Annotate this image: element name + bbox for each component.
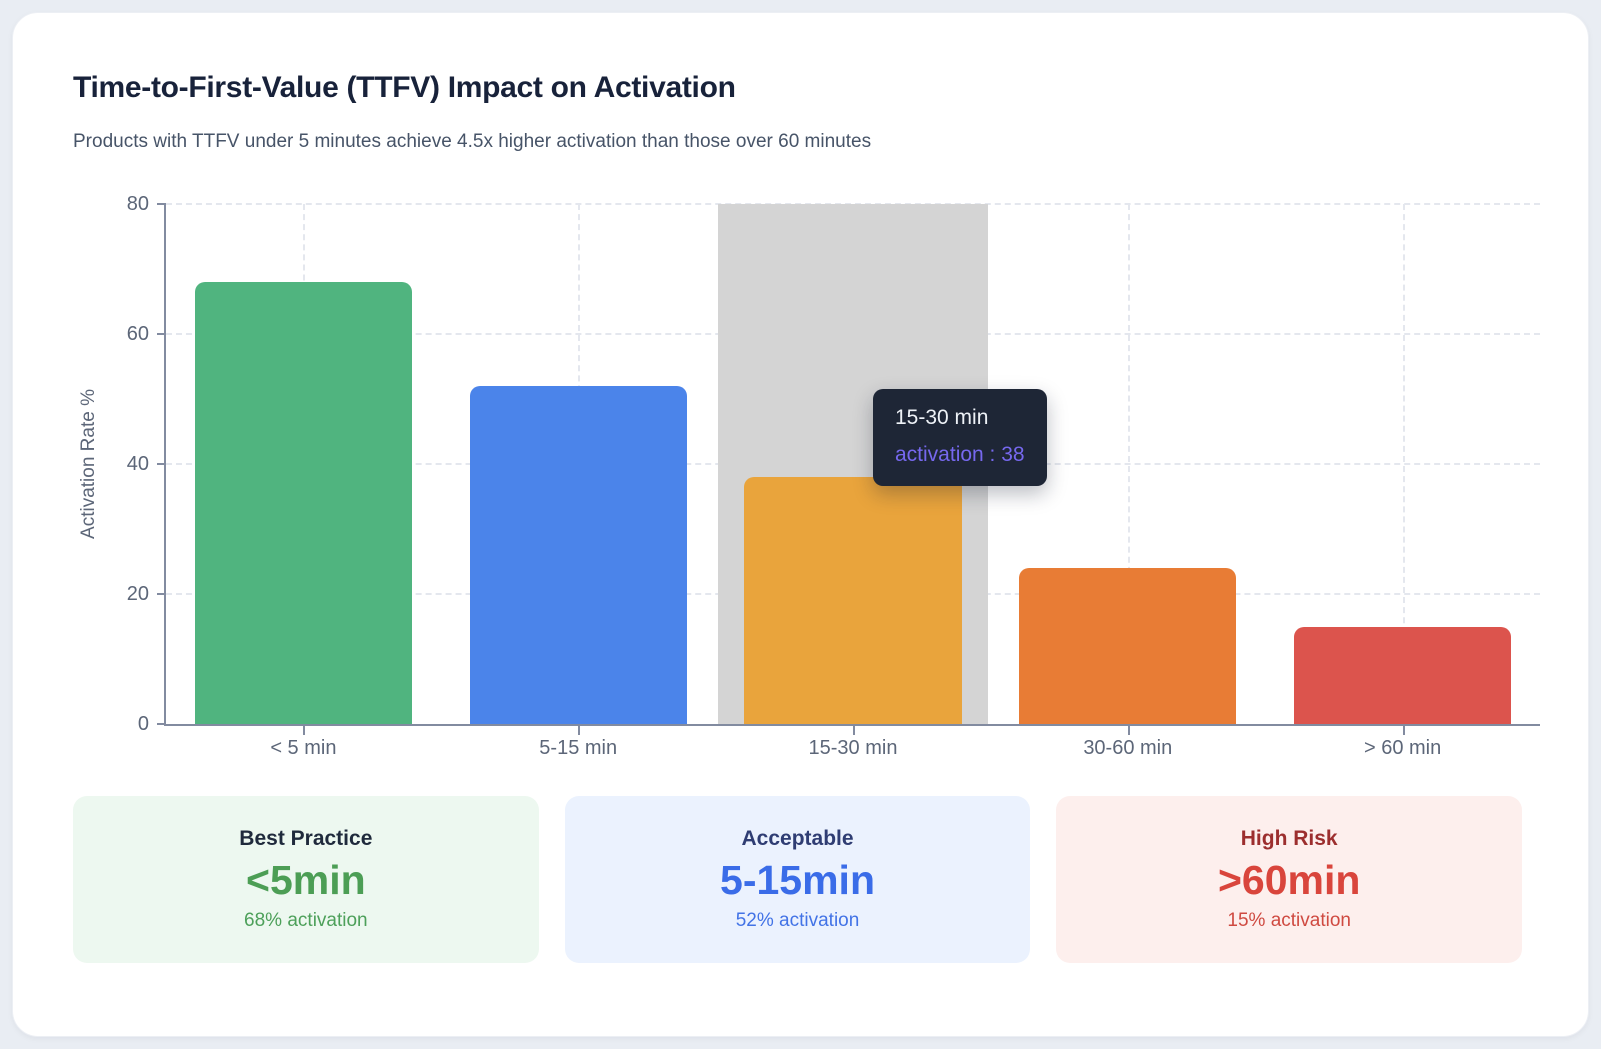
y-axis-tick-label: 80: [126, 193, 149, 215]
card-high-risk: High Risk >60min 15% activation: [1056, 796, 1523, 963]
tooltip-value: activation : 38: [895, 443, 1025, 466]
y-axis-tick: [157, 463, 166, 465]
bar->-60-min[interactable]: [1294, 626, 1512, 724]
bar-5-15-min[interactable]: [469, 386, 687, 724]
card-subtext: 15% activation: [1227, 910, 1351, 931]
y-axis-tick: [157, 723, 166, 725]
summary-cards: Best Practice <5min 68% activation Accep…: [73, 796, 1523, 963]
category-cell: 30-60 min: [990, 204, 1265, 759]
plot-area: 15-30 min activation : 38 0 20 40 60 80 < 5 m…: [127, 193, 1540, 759]
card-value: <5min: [246, 857, 366, 903]
bar-<-5-min[interactable]: [194, 282, 412, 724]
card-acceptable: Acceptable 5-15min 52% activation: [564, 796, 1031, 963]
chart-tooltip: 15-30 min activation : 38: [873, 389, 1047, 486]
card-best-practice: Best Practice <5min 68% activation: [73, 796, 539, 963]
x-axis-tick: [303, 726, 306, 735]
card-label: High Risk: [1240, 827, 1338, 850]
page-subtitle: Products with TTFV under 5 minutes achie…: [73, 131, 872, 152]
y-axis-tick-label: 40: [126, 453, 149, 475]
category-cell: < 5 min: [166, 204, 441, 759]
y-axis-tick-label: 20: [126, 583, 149, 605]
x-axis-label: 15-30 min: [808, 737, 898, 759]
y-axis-tick: [157, 203, 166, 205]
x-axis-label: > 60 min: [1363, 737, 1442, 759]
bar-15-30-min[interactable]: [744, 477, 962, 724]
y-axis-tick: [157, 333, 166, 335]
bar-30-60-min[interactable]: [1019, 568, 1237, 724]
category-cell: 15-30 min: [716, 204, 991, 759]
card-value: >60min: [1217, 857, 1361, 903]
category-cell: > 60 min: [1265, 204, 1540, 759]
x-axis-tick: [578, 726, 581, 735]
chart-card: Time-to-First-Value (TTFV) Impact on Act…: [12, 12, 1589, 1037]
card-subtext: 68% activation: [244, 910, 368, 931]
y-axis-tick: [157, 593, 166, 595]
x-axis-label: < 5 min: [270, 737, 337, 759]
x-axis-tick: [1127, 726, 1130, 735]
card-label: Best Practice: [239, 827, 373, 850]
x-axis-label: 5-15 min: [539, 737, 618, 759]
x-gridline: [1402, 204, 1405, 724]
card-subtext: 52% activation: [735, 910, 860, 931]
tooltip-category: 15-30 min: [895, 406, 989, 429]
y-axis-title: Activation Rate %: [78, 389, 99, 539]
card-value: 5-15min: [720, 857, 875, 903]
x-axis-label: 30-60 min: [1083, 737, 1173, 759]
x-gridline: [1127, 204, 1130, 724]
card-label: Acceptable: [741, 827, 854, 850]
category-cell: 5-15 min: [441, 204, 716, 759]
x-axis-tick: [852, 726, 855, 735]
x-axis-tick: [1402, 726, 1405, 735]
page-title: Time-to-First-Value (TTFV) Impact on Act…: [73, 71, 736, 104]
y-axis-tick-label: 0: [137, 713, 149, 735]
y-axis-tick-label: 60: [126, 323, 149, 345]
